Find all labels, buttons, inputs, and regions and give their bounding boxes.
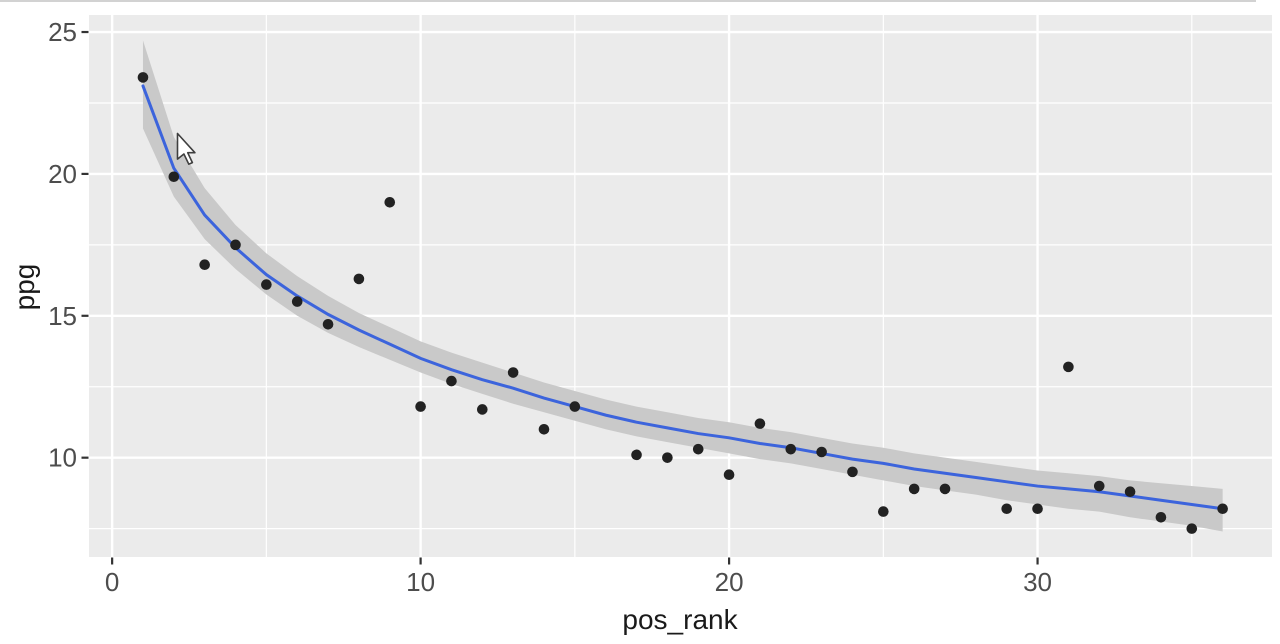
data-point [816,446,827,458]
confidence-ribbon [142,40,1223,532]
data-point [847,466,858,478]
data-point [261,279,272,290]
data-point [754,418,766,429]
y-axis-title: ppg [9,264,40,311]
data-point [415,401,426,412]
data-point [446,375,457,387]
data-point [569,401,581,412]
data-point [384,196,396,208]
y-tick-label: 15 [48,301,77,331]
window-top-border [0,0,1256,2]
data-point [538,424,550,435]
data-point [291,296,303,307]
data-point [1032,503,1043,515]
data-point [1063,361,1074,373]
plot-panel [89,15,1272,557]
data-point [507,367,519,378]
data-point [785,443,797,455]
data-point [1001,503,1013,515]
x-tick-label: 0 [105,567,119,597]
x-tick-label: 30 [1023,567,1052,597]
data-point [692,443,704,455]
data-point [1093,480,1105,492]
data-point [137,72,149,83]
data-point [908,483,920,495]
data-point [168,171,180,183]
x-tick-label: 20 [715,567,744,597]
x-axis-title: pos_rank [622,604,738,635]
data-point [662,452,673,463]
axes: 0 10 20 30 10 15 20 25 [48,17,1052,597]
data-point [1186,523,1198,534]
data-point [631,449,642,461]
smooth-line [141,84,1225,511]
data-point [477,404,488,415]
data-point [199,259,210,271]
data-point [353,273,365,285]
data-point [1155,511,1167,523]
x-tick-label: 10 [406,567,435,597]
y-tick-label: 20 [48,159,77,189]
y-tick-label: 10 [48,443,77,473]
data-point [230,239,241,251]
mouse-cursor-icon [176,132,196,166]
data-point [1124,486,1136,498]
data-point [939,483,951,495]
y-tick-label: 25 [48,17,77,47]
data-point [723,469,735,481]
data-point [878,506,889,517]
data-point [322,319,334,330]
data-point [1217,503,1228,515]
